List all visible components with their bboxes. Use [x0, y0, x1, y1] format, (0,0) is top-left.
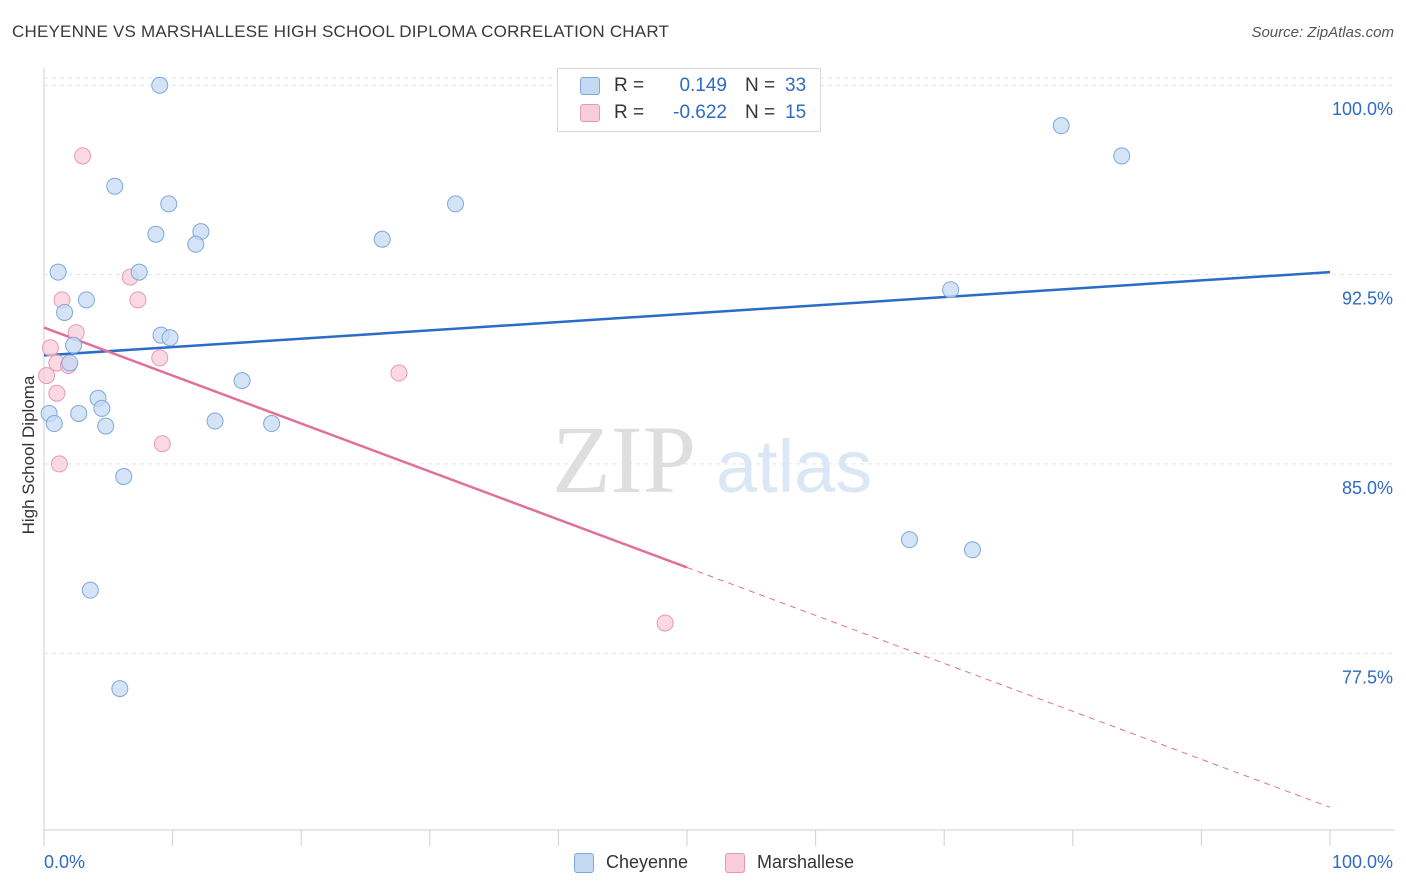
cheyenne-point [61, 354, 79, 372]
n-label: N = [745, 75, 776, 96]
cheyenne-point [111, 680, 129, 698]
cheyenne-point [942, 281, 960, 299]
r-value: -0.622 [673, 102, 727, 123]
cheyenne-point [49, 263, 67, 281]
marshallese-trend-extension [686, 566, 1331, 808]
r-value: 0.149 [679, 75, 727, 96]
cheyenne-point [115, 468, 133, 486]
y-tick-label: 100.0% [1332, 99, 1393, 119]
marshallese-point [656, 614, 674, 632]
r-label: R = [614, 75, 645, 96]
cheyenne-point [161, 329, 179, 347]
cheyenne-point [45, 415, 63, 433]
gridlines [44, 77, 1395, 654]
n-value: 15 [785, 102, 807, 123]
cheyenne-legend-label: Cheyenne [606, 852, 689, 872]
legend-item-marshallese: Marshallese [725, 852, 854, 873]
marshallese-point [129, 291, 147, 309]
cheyenne-point [93, 399, 111, 417]
source-label: Source: ZipAtlas.com [1251, 24, 1394, 41]
cheyenne-point [1113, 147, 1131, 165]
marshallese-point [151, 349, 169, 367]
cheyenne-point [233, 372, 251, 390]
data-points [38, 76, 1131, 698]
x-tick-label: 0.0% [44, 852, 85, 872]
cheyenne-point [373, 230, 391, 248]
marshallese-trend-line [43, 326, 688, 569]
legend-item-cheyenne: Cheyenne [574, 852, 688, 873]
y-tick-label: 77.5% [1342, 667, 1393, 687]
watermark-atlas: atlas [716, 425, 872, 508]
cheyenne-point [97, 417, 115, 435]
marshallese-point [38, 367, 56, 385]
n-label: N = [745, 102, 776, 123]
watermark-zip: ZIP [552, 406, 696, 513]
n-value: 33 [785, 75, 807, 96]
legend-row-marshallese: R = -0.622 N = 15 [580, 101, 806, 125]
marshallese-point [41, 339, 59, 357]
cheyenne-point [130, 263, 148, 281]
cheyenne-point [56, 303, 74, 321]
cheyenne-point [963, 541, 981, 559]
cheyenne-point [147, 225, 165, 243]
y-tick-label: 85.0% [1342, 478, 1393, 498]
legend-row-cheyenne: R = 0.149 N = 33 [580, 74, 806, 98]
marshallese-legend-swatch [725, 852, 745, 873]
marshallese-point [153, 435, 171, 453]
cheyenne-point [447, 195, 465, 213]
cheyenne-point [900, 531, 918, 549]
cheyenne-point [106, 177, 124, 195]
axes [43, 68, 1395, 846]
cheyenne-point [160, 195, 178, 213]
cheyenne-point [187, 235, 205, 253]
chart-title: CHEYENNE VS MARSHALLESE HIGH SCHOOL DIPL… [12, 22, 670, 41]
r-label: R = [614, 102, 645, 123]
y-tick-label: 92.5% [1342, 289, 1393, 309]
axis-labels: 77.5% 85.0% 92.5% 100.0% 0.0% 100.0% High Scho… [19, 99, 1393, 872]
cheyenne-point [206, 412, 224, 430]
y-axis-label: High School Diploma [19, 375, 38, 534]
cheyenne-point [77, 291, 95, 309]
marshallese-swatch [580, 104, 600, 122]
cheyenne-trend-line [43, 270, 1331, 357]
cheyenne-point [263, 415, 281, 433]
cheyenne-legend-swatch [574, 852, 594, 873]
watermark: ZIP atlas [552, 406, 872, 513]
cheyenne-point [151, 76, 169, 94]
marshallese-point [390, 364, 408, 382]
marshallese-legend-label: Marshallese [757, 852, 855, 872]
correlation-legend: R = 0.149 N = 33 R = -0.622 N = 15 [557, 68, 821, 132]
cheyenne-point [70, 404, 88, 422]
cheyenne-point [65, 336, 83, 354]
cheyenne-point [81, 581, 99, 599]
cheyenne-swatch [580, 77, 600, 95]
trend-lines [43, 270, 1331, 808]
cheyenne-point [1052, 117, 1070, 135]
marshallese-point [48, 384, 66, 402]
marshallese-point [50, 455, 68, 473]
x-tick-label: 100.0% [1332, 852, 1393, 872]
marshallese-point [74, 147, 92, 165]
